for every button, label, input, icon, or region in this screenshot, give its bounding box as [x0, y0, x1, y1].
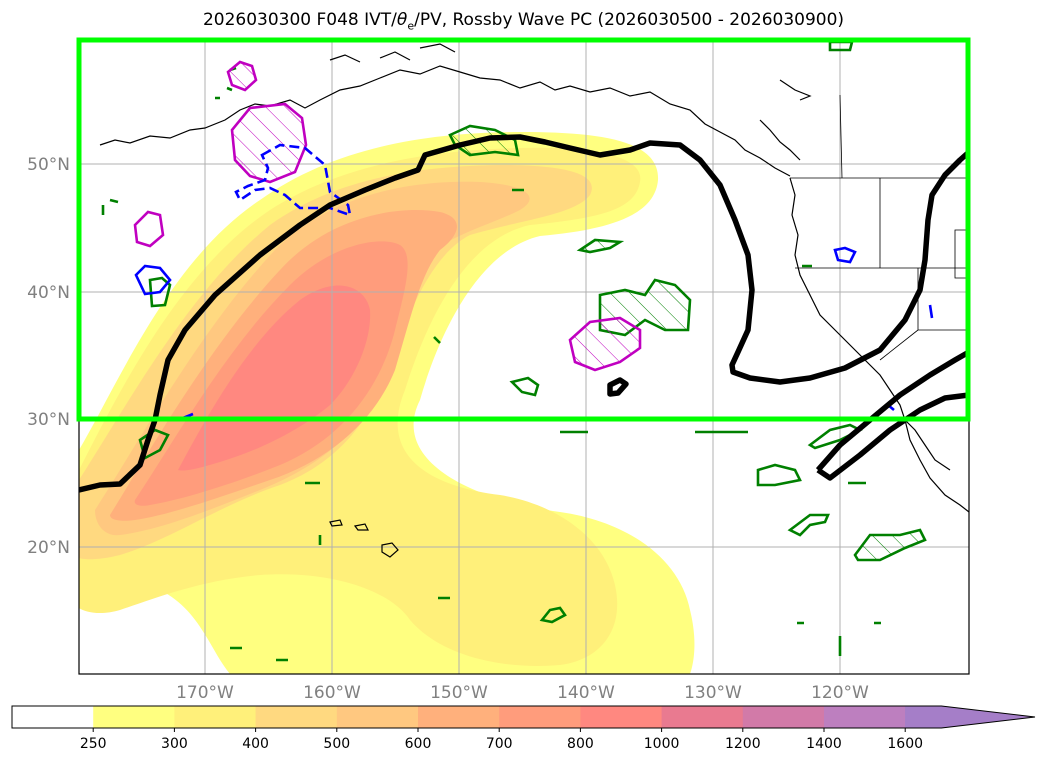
bc-coast	[759, 79, 812, 161]
colorbar-segment	[336, 706, 419, 728]
title-theta: θ	[396, 10, 408, 30]
rossby-wave-contour	[79, 134, 969, 493]
hawaii-islands	[329, 519, 399, 558]
baja-coast	[904, 419, 951, 471]
colorbar-tick-label: 1400	[806, 736, 842, 752]
lon-label-140w: 140°W	[557, 683, 615, 703]
region-box	[76, 37, 971, 422]
pv-magenta-2	[226, 60, 258, 92]
colorbar-tick-label: 300	[161, 736, 188, 752]
lon-label-150w: 150°W	[430, 683, 488, 703]
lon-label-120w: 120°W	[811, 683, 869, 703]
lat-label-20: 20°N	[27, 538, 70, 558]
colorbar-segment	[174, 706, 257, 728]
colorbar-tick-label: 800	[567, 736, 594, 752]
colorbar-segment	[418, 706, 500, 728]
lon-label-170w: 170°W	[176, 683, 234, 703]
colorbar-segment	[824, 706, 906, 728]
title-prefix: 2026030300 F048 IVT/	[202, 10, 397, 30]
longitude-labels: 170°W 160°W 150°W 140°W 130°W 120°W	[176, 683, 869, 703]
colorbar-segment	[742, 706, 825, 728]
colorbar-tick-label: 1000	[644, 736, 680, 752]
pv-magenta-3	[133, 210, 165, 248]
colorbar-tick-label: 500	[323, 736, 350, 752]
map-title: 2026030300 F048 IVT/θe/PV, Rossby Wave P…	[0, 10, 1047, 32]
alaska-coast	[99, 65, 791, 177]
colorbar-tick-label: 1200	[725, 736, 761, 752]
political-borders	[790, 94, 969, 361]
lat-label-30: 30°N	[27, 410, 70, 430]
colorbar-segment	[255, 706, 338, 728]
lon-label-160w: 160°W	[303, 683, 361, 703]
ivt-800	[178, 285, 371, 471]
pv-blue-dashed	[234, 143, 352, 217]
pv-magenta-1	[230, 102, 308, 184]
title-suffix: /PV, Rossby Wave PC (2026030500 - 202603…	[414, 10, 845, 30]
pv-green-4	[509, 376, 540, 397]
colorbar-segment	[93, 706, 175, 728]
pv-green-8	[787, 513, 830, 537]
pv-magenta-4	[568, 316, 642, 372]
alaska-islands	[329, 43, 456, 63]
colorbar-segment	[12, 706, 94, 728]
pv-contours	[101, 40, 934, 662]
colorbar-segment	[499, 706, 581, 728]
rossby-southeast-2	[816, 392, 969, 481]
pv-blue-2	[833, 246, 857, 264]
pv-green-11	[539, 606, 567, 624]
colorbar-tick-label: 400	[242, 736, 269, 752]
colorbar-tick-label: 600	[405, 736, 432, 752]
pv-green-5	[148, 276, 172, 308]
ivt-filled-contours	[79, 132, 695, 674]
colorbar-tick-label: 1600	[887, 736, 923, 752]
colorbar-segment	[580, 706, 663, 728]
pv-green-3	[576, 238, 625, 254]
rossby-southeast	[815, 349, 969, 472]
lat-label-50: 50°N	[27, 155, 70, 175]
colorbar-outline	[11, 705, 1036, 729]
pv-green-9	[853, 528, 927, 562]
colorbar: 250 300 400 500 600 700 800 1000 1200 1400 1600	[11, 705, 1036, 752]
pv-blue-1	[134, 264, 172, 296]
pv-green-7	[756, 463, 802, 487]
rossby-main	[79, 134, 969, 493]
colorbar-segment	[661, 706, 744, 728]
colorbar-extend-arrow	[905, 706, 1035, 728]
colorbar-tick-label: 700	[486, 736, 513, 752]
title-theta-sub: e	[407, 19, 415, 33]
colorbar-tick-label: 250	[80, 736, 107, 752]
lat-label-40: 40°N	[27, 283, 70, 303]
latitude-labels: 50°N 40°N 30°N 20°N	[27, 155, 70, 558]
lon-label-130w: 130°W	[684, 683, 742, 703]
rossby-small-loop	[607, 377, 629, 397]
plot-area	[79, 39, 969, 674]
